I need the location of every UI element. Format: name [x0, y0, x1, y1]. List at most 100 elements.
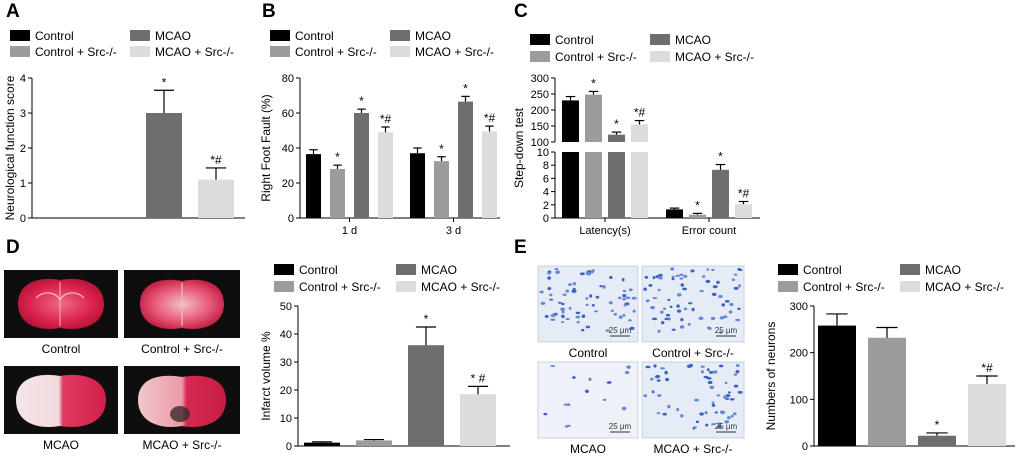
stained-cell	[683, 307, 688, 311]
legend-label-control-plus-src: Control + Src-/-	[35, 45, 117, 59]
significance-d-mcao: *	[424, 312, 429, 326]
stained-cell	[568, 306, 572, 310]
stained-cell	[662, 412, 667, 416]
stained-cell	[683, 274, 688, 278]
photo-caption-mcao-src: MCAO + Src-/-	[653, 442, 732, 456]
stained-cell	[657, 288, 661, 292]
legend-label-control-plus-src: Control + Src-/-	[295, 45, 377, 59]
stained-cell	[705, 423, 709, 427]
stained-cell	[643, 287, 647, 291]
stained-cell	[591, 303, 595, 307]
legend-label-control: Control	[299, 263, 338, 277]
y-tick-label: 30	[280, 357, 292, 369]
bar-c-latency-s-mcao-plus-src-lower	[631, 152, 648, 218]
stained-cell	[676, 309, 682, 313]
y-tick-label: 300	[531, 73, 549, 85]
stained-cell	[565, 289, 569, 293]
y-tick-label: 8	[543, 160, 549, 172]
stained-cell	[645, 365, 651, 369]
y-tick-label: 4	[543, 187, 549, 199]
legend-label-control: Control	[803, 263, 842, 277]
stained-cell	[656, 412, 661, 415]
stained-cell	[560, 307, 566, 311]
stained-cell	[621, 406, 627, 411]
stained-cell	[680, 283, 685, 287]
stained-cell	[660, 321, 665, 325]
y-tick-label: 80	[282, 73, 294, 85]
stained-cell	[575, 311, 581, 315]
bar-d-mcao-plus-src	[460, 394, 496, 446]
legend-swatch-control-plus-src	[270, 46, 290, 57]
legend-label-control: Control	[555, 33, 594, 47]
stained-cell	[599, 285, 603, 288]
stained-cell	[594, 310, 599, 313]
stained-cell	[665, 313, 671, 317]
histology-photos: 25 μm 25 μm 25 μm 25 μm Control Control …	[537, 265, 745, 456]
bar-c-latency-s-control-plus-src	[585, 94, 602, 142]
stained-cell	[657, 329, 661, 333]
y-tick-label: 300	[790, 301, 808, 313]
stained-cell	[626, 365, 631, 369]
stained-cell	[622, 313, 626, 317]
stained-cell	[714, 411, 718, 414]
stained-cell	[724, 299, 730, 303]
stained-cell	[576, 320, 580, 324]
stained-cell	[721, 303, 725, 307]
significance-b-1-d-mcao: *	[359, 94, 364, 108]
y-axis-label: Numbers of neurons	[764, 322, 778, 431]
stained-cell	[733, 384, 739, 388]
stained-cell	[669, 305, 673, 309]
y-tick-label: 0	[543, 213, 549, 225]
significance-c-latency-s-mcao: *	[614, 117, 619, 131]
significance-b-1-d-control-plus-src: *	[335, 150, 340, 164]
stained-cell	[693, 426, 697, 429]
legend-swatch-control	[530, 34, 550, 45]
stained-cell	[650, 305, 655, 310]
stained-cell	[711, 292, 717, 296]
stained-cell	[606, 381, 612, 384]
stained-cell	[605, 329, 610, 332]
chart-d: Control Control + Src-/- MCAO MCAO + Src-/-…	[259, 263, 510, 453]
bar-c-latency-s-control-plus-src-lower	[585, 152, 602, 218]
stained-cell	[680, 317, 684, 322]
photo-caption-control-src: Control + Src-/-	[141, 342, 223, 356]
significance-e-mcao: *	[935, 418, 940, 432]
brain-ventricle	[35, 292, 85, 302]
stained-cell	[667, 404, 671, 409]
legend-swatch-control-plus-src	[778, 281, 798, 292]
legend-label-mcao-plus-src: MCAO + Src-/-	[421, 280, 500, 294]
bar-c-error-count-control-plus-src	[689, 214, 706, 218]
y-tick-label: 6	[543, 173, 549, 185]
legend-label-control: Control	[35, 29, 74, 43]
y-tick-label: 10	[280, 413, 292, 425]
stained-cell	[730, 414, 734, 418]
stained-cell	[561, 314, 565, 319]
stained-cell	[588, 377, 592, 382]
stained-cell	[735, 369, 740, 374]
legend-swatch-mcao	[900, 264, 920, 275]
stained-cell	[705, 279, 711, 283]
stained-cell	[716, 394, 721, 397]
legend-label-mcao: MCAO	[675, 33, 711, 47]
chart-e: Control Control + Src-/- MCAO MCAO + Src-/-…	[764, 263, 1015, 453]
stained-cell	[547, 276, 552, 280]
legend-swatch-mcao	[650, 34, 670, 45]
chart-c: Control Control + Src-/- MCAO MCAO + Src-/-…	[512, 33, 760, 237]
stained-cell	[719, 316, 725, 320]
y-tick-label: 0	[286, 441, 292, 453]
stained-cell	[544, 315, 549, 318]
photo-caption-control: Control	[42, 342, 81, 356]
stained-cell	[581, 314, 586, 319]
stained-cell	[657, 394, 662, 397]
stained-cell	[676, 407, 680, 412]
stained-cell	[561, 321, 565, 324]
stained-cell	[704, 411, 708, 415]
stained-cell	[585, 325, 591, 329]
scale-bar-label: 25 μm	[715, 326, 738, 335]
stained-cell	[551, 313, 556, 318]
significance-b-1-d-mcao-plus-src: *#	[380, 112, 392, 126]
stained-cell	[677, 293, 682, 297]
stained-cell	[663, 307, 667, 310]
stained-cell	[711, 268, 715, 271]
x-tick-label-3-d: 3 d	[446, 225, 461, 237]
